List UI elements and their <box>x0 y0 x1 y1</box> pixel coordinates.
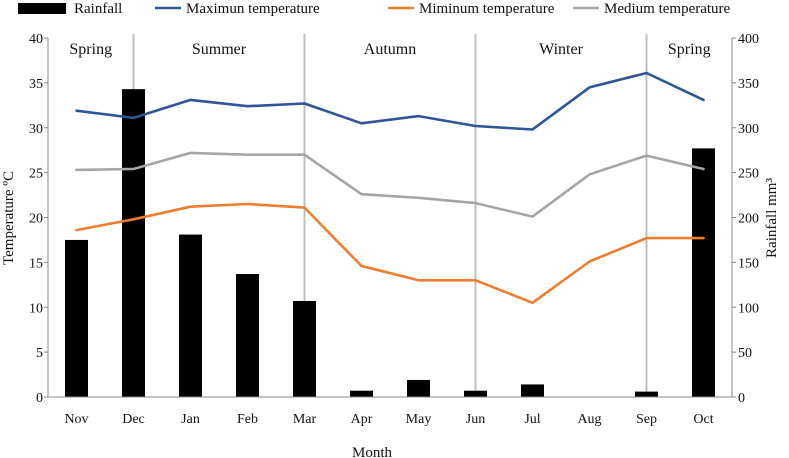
x-tick-label: Aug <box>577 412 601 427</box>
rainfall-bar-nov <box>65 239 88 397</box>
axes: 0510152025303540050100150200250300350400… <box>29 32 759 427</box>
legend-label: Maximun temperature <box>186 1 320 17</box>
y-left-tick-label: 15 <box>29 256 43 271</box>
season-label-summer: Summer <box>192 41 247 58</box>
season-labels: Spring Summer Autumn Winter Spring <box>69 41 710 58</box>
y-right-tick-label: 300 <box>738 122 759 137</box>
season-label-spring: Spring <box>69 41 112 58</box>
x-tick-label: Dec <box>122 412 145 427</box>
x-tick-label: Oct <box>693 412 713 427</box>
legend-label: Medium temperature <box>604 1 731 17</box>
rainfall-bar-apr <box>350 390 373 397</box>
legend-label: Rainfall <box>74 1 122 17</box>
y-left-tick-label: 40 <box>29 32 43 47</box>
x-tick-label: Apr <box>351 412 373 427</box>
x-axis-title: Month <box>352 445 393 458</box>
x-tick-label: Sep <box>636 412 657 427</box>
y-axis-left-title: Temperature ºC <box>1 171 17 265</box>
legend: Rainfall Maximun temperature Miminum tempe… <box>18 1 731 17</box>
rainfall-bar-oct <box>692 148 715 397</box>
y-right-tick-label: 100 <box>738 301 759 316</box>
season-label-autumn: Autumn <box>364 41 416 58</box>
x-tick-label: Jun <box>466 412 485 427</box>
season-dividers <box>132 34 648 397</box>
season-label-spring: Spring <box>668 41 711 58</box>
rainfall-bar-feb <box>236 274 259 397</box>
rainfall-bar-sep <box>635 391 658 397</box>
rainfall-bar-dec <box>122 89 145 397</box>
y-right-tick-label: 250 <box>738 167 759 182</box>
y-right-tick-label: 200 <box>738 212 759 227</box>
y-left-tick-label: 35 <box>29 77 43 92</box>
max-temperature-line <box>75 71 705 131</box>
legend-swatch-rainfall <box>18 3 66 14</box>
x-tick-label: Feb <box>237 412 258 427</box>
y-left-tick-label: 10 <box>29 301 43 316</box>
season-label-winter: Winter <box>539 41 583 58</box>
min-temperature-line <box>75 202 705 305</box>
y-left-tick-label: 30 <box>29 122 43 137</box>
y-left-tick-label: 20 <box>29 212 43 227</box>
y-right-tick-label: 50 <box>738 346 752 361</box>
temperature-lines <box>75 71 705 305</box>
x-tick-label: Jul <box>524 412 540 427</box>
y-right-tick-label: 0 <box>738 391 745 406</box>
rainfall-bars <box>65 89 715 397</box>
legend-label: Miminum temperature <box>419 1 555 17</box>
y-right-tick-label: 350 <box>738 77 759 92</box>
medium-temperature-line <box>75 151 705 218</box>
x-tick-label: May <box>406 412 432 427</box>
y-right-tick-label: 150 <box>738 256 759 271</box>
y-right-tick-label: 400 <box>738 32 759 47</box>
rainfall-bar-jun <box>464 390 487 397</box>
rainfall-bar-mar <box>293 300 316 397</box>
x-tick-label: Nov <box>64 412 88 427</box>
rainfall-bar-jan <box>179 234 202 397</box>
x-tick-label: Mar <box>293 412 317 427</box>
y-left-tick-label: 5 <box>36 346 43 361</box>
y-left-tick-label: 0 <box>36 391 43 406</box>
y-left-tick-label: 25 <box>29 167 43 182</box>
y-axis-right-title: Rainfall mm³ <box>764 178 780 258</box>
rainfall-bar-may <box>407 379 430 397</box>
rainfall-bar-jul <box>521 384 544 397</box>
x-tick-label: Jan <box>181 412 200 427</box>
